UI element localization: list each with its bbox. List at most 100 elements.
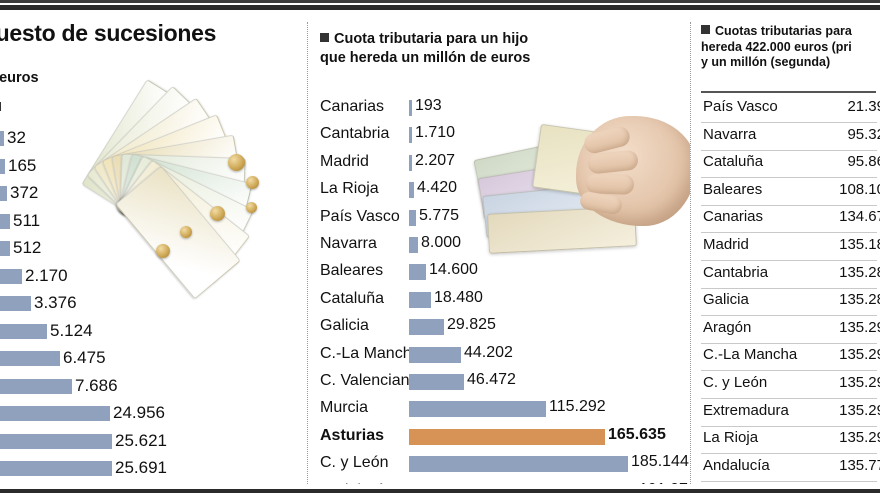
left-bar-value: 512 [13, 238, 42, 257]
left-bar-row: 372 [0, 182, 307, 208]
table-row: C.-La Mancha 135.29 [701, 342, 880, 372]
middle-bar-row: Baleares 14.600 [308, 259, 690, 287]
left-bar-row: 2.170 [0, 265, 307, 291]
left-bar-value: 7.686 [75, 375, 118, 395]
middle-bar-label: Asturias [320, 426, 385, 444]
middle-bar-row: Canarias 193 [308, 95, 690, 123]
table-row: Extremadura 135.29 [701, 398, 880, 427]
table-cell-value: 95.86 [847, 153, 880, 171]
left-bar-value: 165 [8, 155, 37, 175]
middle-bar-row: Galicia 29.825 [308, 314, 690, 342]
left-bar-row: 165 [0, 155, 307, 181]
table-cell-region: País Vasco [703, 98, 778, 115]
left-bar-value: 3.376 [34, 293, 77, 312]
middle-bar-row: La Rioja 4.420 [308, 177, 690, 205]
middle-bar-label: Madrid [320, 152, 369, 170]
table-cell-region: La Rioja [703, 429, 759, 447]
left-bar [0, 461, 112, 476]
middle-bar-row: Cataluña 18.480 [308, 287, 690, 315]
middle-bar-label: C. Valenciana [320, 372, 419, 389]
middle-bar-label: Baleares [320, 262, 384, 280]
middle-title-line1: Cuota tributaria para un hijo [334, 31, 529, 47]
left-bar [0, 406, 110, 421]
middle-bar-value: 18.480 [434, 288, 483, 306]
left-bar [0, 158, 5, 174]
middle-bar [409, 428, 605, 445]
middle-bar-row: Cantabria 1.710 [308, 122, 690, 150]
table-cell-value: 135.29 [839, 346, 880, 364]
table-cell-value: 135.28 [839, 263, 880, 281]
middle-bar-row: Navarra 8.000 [308, 232, 690, 260]
middle-bar-row: Murcia 115.292 [308, 396, 690, 424]
left-bar-value: 32 [7, 128, 26, 147]
middle-bar-row: C. y León 185.144 [308, 451, 690, 479]
middle-bar-row: País Vasco 5.775 [308, 205, 690, 233]
table-row: País Vasco 21.39 [701, 94, 880, 123]
bullet-square-icon-right [701, 25, 710, 34]
middle-bar [409, 100, 412, 116]
left-bar [0, 378, 72, 394]
middle-bar-label: Cantabria [320, 125, 390, 143]
table-row: Andalucía 135.77 [701, 453, 880, 482]
right-title-line3: y un millón (segunda) [701, 55, 831, 69]
middle-bar [409, 456, 628, 473]
left-subhead-line2: reda 422.000 euros [0, 70, 39, 86]
right-title-line1: Cuotas tributarias para [715, 24, 852, 38]
middle-bar-row: Madrid 2.207 [308, 150, 690, 178]
left-chart-panel: iva del impuesto de sucesiones aria para… [0, 14, 307, 484]
column-divider-left [307, 22, 308, 484]
middle-bar-label: País Vasco [320, 207, 400, 225]
left-bar-row: 511 [0, 210, 307, 236]
left-bar-value: 24.956 [113, 403, 165, 422]
left-bar [0, 186, 7, 201]
middle-bar-value: 44.202 [464, 343, 513, 361]
middle-bar-value: 4.420 [417, 179, 458, 197]
left-bar-row: 3.376 [0, 292, 307, 318]
table-cell-region: Baleares [703, 180, 763, 198]
left-bar-row: 512 [0, 237, 307, 263]
middle-bar-value: 1.710 [415, 124, 456, 142]
table-row: Aragón 135.29 [701, 315, 880, 344]
table-cell-region: Cataluña [703, 153, 764, 171]
middle-bar [409, 154, 412, 171]
table-cell-value: 135.77 [839, 456, 880, 474]
middle-bar-row-highlight: Asturias 165.635 [308, 424, 690, 452]
middle-bar-value: 165.635 [608, 425, 666, 443]
right-table-title: Cuotas tributarias para hereda 422.000 e… [701, 24, 880, 71]
middle-bar-value: 29.825 [447, 316, 496, 334]
top-rule-thick [0, 5, 880, 10]
middle-bar [409, 127, 412, 144]
left-bar [0, 323, 47, 339]
left-bar-row: 32 [0, 127, 307, 153]
left-bar-value: 2.170 [25, 265, 68, 285]
middle-bar-label: C.-La Mancha [320, 344, 421, 362]
middle-bar [409, 401, 546, 418]
table-cell-value: 135.18 [839, 236, 880, 253]
middle-bar [409, 237, 418, 253]
middle-bar-label: La Rioja [320, 180, 379, 198]
middle-bar-value: 46.472 [467, 371, 516, 388]
middle-bar-label: Navarra [320, 235, 377, 252]
left-bar-row: 25.691 [0, 457, 307, 483]
middle-chart-title: Cuota tributaria para un hijo que hereda… [320, 30, 680, 68]
table-row: Canarias 134.67 [701, 204, 880, 234]
middle-title-line2: que hereda un millón de euros [320, 50, 531, 66]
left-bar-value: 5.124 [50, 320, 93, 340]
middle-bar-label: Murcia [320, 399, 369, 417]
middle-bar-label: Galicia [320, 317, 369, 335]
left-bar-value: 372 [10, 183, 39, 202]
left-bar [0, 296, 31, 311]
middle-bar [409, 209, 416, 226]
left-bar [0, 131, 4, 146]
right-table-header-rule [701, 91, 876, 93]
table-cell-value: 135.29 [839, 318, 880, 336]
middle-bar-value: 185.144 [631, 453, 689, 471]
bottom-rule [0, 489, 880, 493]
left-bullet-square-icon [0, 102, 1, 111]
table-cell-value: 135.28 [839, 291, 880, 309]
table-row: Navarra 95.32 [701, 122, 880, 151]
left-bar-value: 511 [13, 210, 41, 230]
left-bar-row: 6.475 [0, 347, 307, 373]
left-chart-subhead: aria para reda 422.000 euros [0, 50, 307, 88]
middle-bar-label: C. y León [320, 454, 389, 472]
